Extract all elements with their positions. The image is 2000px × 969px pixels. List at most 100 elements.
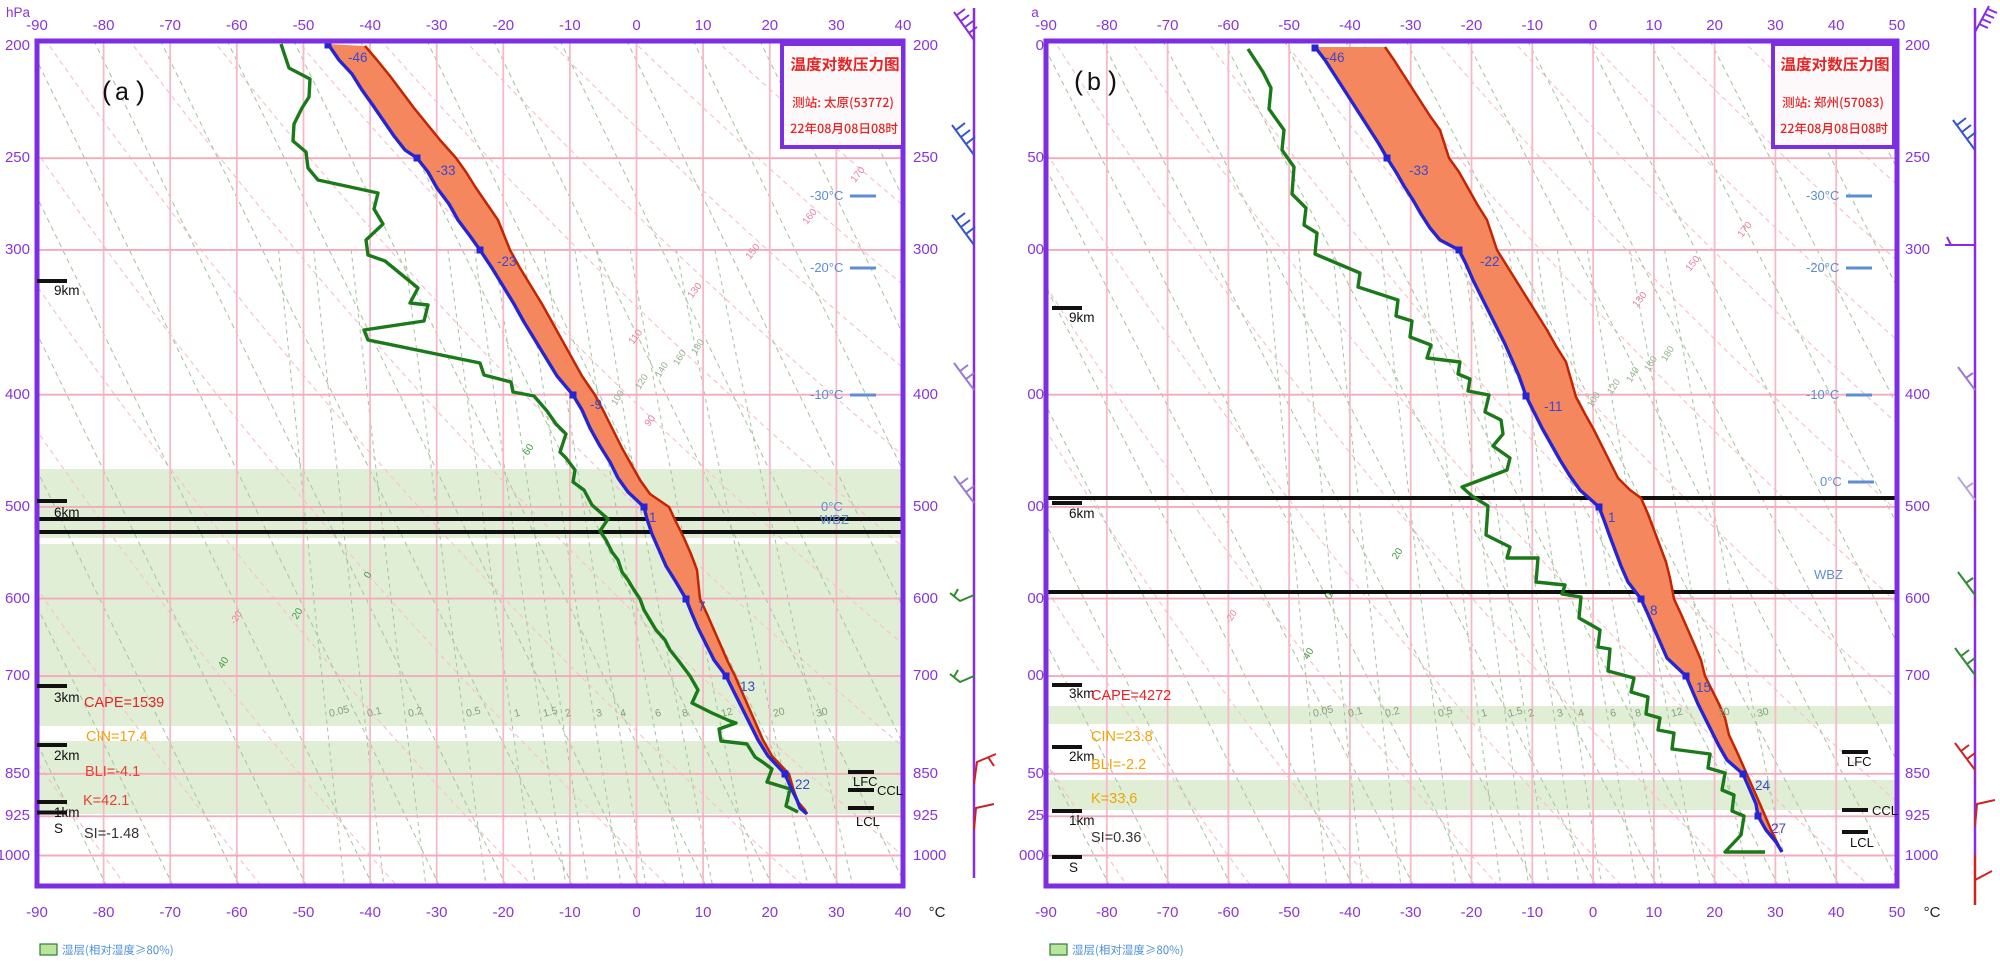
svg-text:0.1: 0.1 — [1347, 705, 1364, 720]
svg-text:20: 20 — [1706, 904, 1723, 921]
svg-text:10: 10 — [695, 904, 712, 921]
svg-text:925: 925 — [913, 807, 938, 824]
svg-text:850: 850 — [5, 765, 30, 782]
svg-text:-33: -33 — [436, 163, 456, 178]
svg-text:): ) — [1108, 66, 1117, 96]
svg-text:40: 40 — [1828, 904, 1845, 921]
svg-text:-20: -20 — [1461, 17, 1483, 34]
svg-text:250: 250 — [913, 149, 938, 166]
svg-text:-11: -11 — [1544, 399, 1563, 414]
svg-text:700: 700 — [5, 667, 30, 684]
svg-text:40: 40 — [895, 904, 912, 921]
svg-text:3: 3 — [595, 707, 604, 720]
svg-text:6: 6 — [654, 707, 663, 720]
svg-text:-20: -20 — [492, 17, 514, 34]
svg-text:a: a — [1031, 5, 1039, 20]
svg-text:-46: -46 — [348, 50, 368, 65]
svg-text:a: a — [115, 78, 129, 106]
svg-text:0.5: 0.5 — [465, 705, 482, 720]
svg-text:-30°C: -30°C — [1806, 188, 1839, 203]
svg-text:4: 4 — [619, 707, 628, 720]
svg-text:0.1: 0.1 — [366, 705, 383, 720]
svg-text:200: 200 — [5, 37, 30, 54]
svg-text:0°C: 0°C — [1820, 474, 1842, 489]
svg-text:-40: -40 — [1339, 904, 1361, 921]
svg-text:SI=0.36: SI=0.36 — [1091, 830, 1141, 846]
svg-text:0.2: 0.2 — [407, 705, 424, 720]
svg-text:9km: 9km — [54, 283, 80, 298]
svg-text:8: 8 — [1634, 707, 1643, 720]
svg-text:CCL: CCL — [1872, 803, 1898, 818]
svg-text:250: 250 — [5, 149, 30, 166]
svg-text:20: 20 — [1706, 17, 1723, 34]
svg-text:2: 2 — [1527, 707, 1536, 720]
svg-text:300: 300 — [913, 241, 938, 258]
svg-text:-70: -70 — [1157, 904, 1179, 921]
svg-text:-60: -60 — [1218, 904, 1240, 921]
svg-text:12: 12 — [720, 705, 734, 720]
svg-text:-70: -70 — [159, 904, 181, 921]
svg-text:-40: -40 — [359, 17, 381, 34]
svg-text:600: 600 — [1905, 590, 1930, 607]
svg-text:CAPE=4272: CAPE=4272 — [1091, 688, 1171, 704]
svg-text:LFC: LFC — [1847, 754, 1872, 769]
svg-text:-33: -33 — [1409, 163, 1429, 178]
svg-text:CAPE=1539: CAPE=1539 — [84, 695, 164, 711]
svg-text:10: 10 — [1646, 17, 1663, 34]
svg-text:700: 700 — [913, 667, 938, 684]
svg-text:1000: 1000 — [913, 847, 946, 864]
svg-text:-50: -50 — [293, 17, 315, 34]
svg-text:1: 1 — [1480, 707, 1489, 720]
svg-text:1: 1 — [1608, 510, 1616, 525]
svg-text:-50: -50 — [1278, 17, 1300, 34]
svg-text:-90: -90 — [1035, 17, 1057, 34]
svg-text:925: 925 — [5, 807, 30, 824]
svg-text:(: ( — [102, 76, 111, 106]
svg-text:-20: -20 — [492, 904, 514, 921]
svg-text:b: b — [1087, 68, 1101, 96]
svg-text:SI=-1.48: SI=-1.48 — [84, 826, 139, 842]
svg-text:00: 00 — [1027, 386, 1044, 403]
svg-text:0.05: 0.05 — [1312, 703, 1335, 720]
svg-text:1: 1 — [649, 510, 657, 525]
svg-text:6km: 6km — [1069, 506, 1095, 521]
svg-text:400: 400 — [913, 386, 938, 403]
svg-text:250: 250 — [1905, 149, 1930, 166]
svg-text:1000: 1000 — [0, 847, 30, 864]
svg-text:2km: 2km — [1069, 749, 1095, 764]
svg-text:700: 700 — [1905, 667, 1930, 684]
svg-text:-10: -10 — [559, 17, 581, 34]
svg-text:LFC: LFC — [853, 774, 878, 789]
svg-text:8: 8 — [1650, 603, 1658, 618]
svg-text:50: 50 — [1027, 149, 1044, 166]
svg-text:-30°C: -30°C — [810, 188, 843, 203]
svg-text:-80: -80 — [1096, 904, 1118, 921]
svg-text:CCL: CCL — [877, 783, 903, 798]
svg-text:-60: -60 — [226, 17, 248, 34]
svg-text:10: 10 — [695, 17, 712, 34]
svg-text:20: 20 — [772, 705, 786, 720]
svg-text:925: 925 — [1905, 807, 1930, 824]
svg-text:hPa: hPa — [6, 5, 31, 20]
svg-text:-10: -10 — [559, 904, 581, 921]
svg-text:4: 4 — [1577, 707, 1586, 720]
svg-text:WBZ: WBZ — [820, 512, 849, 527]
svg-text:0: 0 — [632, 904, 640, 921]
svg-text:20: 20 — [761, 17, 778, 34]
svg-text:-80: -80 — [93, 904, 115, 921]
svg-text:50: 50 — [1027, 765, 1044, 782]
svg-text:3km: 3km — [1069, 686, 1095, 701]
svg-text:00: 00 — [1027, 498, 1044, 515]
svg-text:0: 0 — [1036, 37, 1044, 54]
svg-text:7: 7 — [698, 599, 706, 614]
svg-text:30: 30 — [815, 705, 829, 720]
svg-text:0: 0 — [1323, 591, 1336, 602]
svg-text:-9: -9 — [590, 397, 602, 412]
svg-text:-90: -90 — [26, 904, 48, 921]
svg-text:3: 3 — [1556, 707, 1565, 720]
svg-text:-10°C: -10°C — [1806, 387, 1839, 402]
svg-text:00: 00 — [1027, 667, 1044, 684]
svg-text:27: 27 — [1771, 821, 1786, 836]
svg-text:300: 300 — [5, 241, 30, 258]
svg-text:-20: -20 — [1461, 904, 1483, 921]
